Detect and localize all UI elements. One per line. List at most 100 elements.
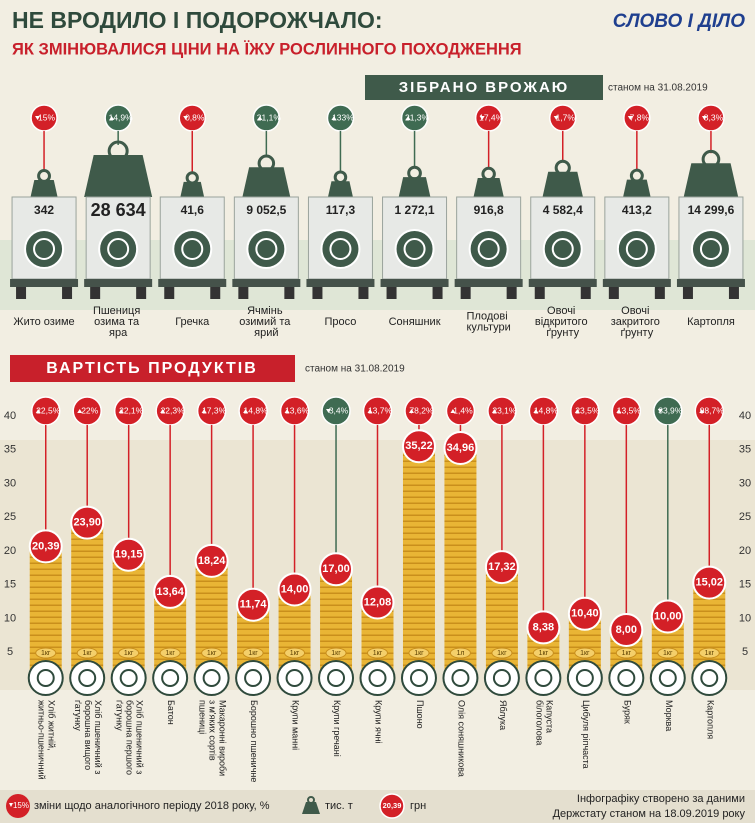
wheel [16, 287, 27, 299]
wheel [728, 287, 739, 299]
category-label: Крупи ячні [373, 700, 383, 744]
weight [623, 179, 651, 197]
product-icon [483, 660, 520, 696]
wheel [386, 287, 397, 299]
category-label: Ячмінь озимий та ярий [239, 305, 293, 339]
y-tick-label: 40 [4, 410, 16, 422]
truck-bumper [528, 279, 597, 287]
change-arrow [701, 116, 707, 120]
unit-coin [76, 647, 98, 659]
weight [242, 167, 291, 197]
unit-coin [284, 647, 306, 659]
category-label: Хліб пшеничний з борошна вищого ґатунку [73, 700, 103, 777]
section-note: станом на 31.08.2019 [608, 83, 708, 94]
y-tick-label: 15 [739, 579, 751, 591]
change-arrow [491, 409, 497, 413]
price-label: 14,00 [281, 583, 309, 595]
harvest-value: 14 299,6 [688, 203, 735, 217]
unit-label: 1кг [539, 650, 549, 657]
unit-label: 1кг [82, 650, 92, 657]
price-badge [650, 599, 685, 634]
product-icon [649, 660, 686, 696]
change-arrow [367, 409, 373, 413]
crop-icon-inner [255, 238, 278, 260]
y-tick-label: 20 [739, 545, 751, 557]
product-icon [400, 660, 437, 696]
category-label: Макаронні вироби з м'яких сортів пшениці [197, 700, 227, 779]
change-label: 33,9% [658, 405, 683, 415]
wheel [580, 287, 591, 299]
product-icon [110, 660, 147, 696]
footer-band [0, 790, 755, 823]
change-label: 22,1% [119, 405, 144, 415]
change-arrow [533, 409, 539, 413]
unit-label: 1кг [207, 650, 217, 657]
change-arrow [35, 116, 41, 120]
category-label: Просо [325, 316, 357, 328]
category-label: Гречка [175, 316, 210, 328]
crop-icon [616, 229, 657, 269]
harvest-value: 1 272,1 [395, 203, 435, 217]
category-label: Жито озиме [13, 316, 74, 328]
unit-coin [615, 647, 637, 659]
category-label: Буряк [622, 700, 632, 724]
change-label: 7,8% [630, 112, 650, 122]
product-icon-inner [575, 669, 594, 687]
unit-coin [35, 647, 57, 659]
harvest-value: 916,8 [474, 203, 504, 217]
harvest-value: 9 052,5 [246, 203, 286, 217]
change-arrow [627, 116, 633, 120]
category-label: Цибуля ріпчаста [580, 700, 590, 769]
unit-coin [574, 647, 596, 659]
product-icon-inner [534, 669, 553, 687]
change-label: 22,5% [36, 405, 61, 415]
price-badge [692, 565, 727, 600]
truck-bumper [454, 279, 523, 287]
legend-label: зміни щодо аналогічного періоду 2018 рок… [34, 800, 270, 812]
crop-icon [690, 229, 731, 269]
category-label: Крупи гречані [332, 700, 342, 757]
product-icon-inner [409, 669, 428, 687]
price-label: 10,00 [654, 610, 682, 622]
harvest-value: 117,3 [326, 203, 356, 217]
product-icon [442, 660, 479, 696]
section-note: станом на 31.08.2019 [305, 364, 405, 375]
y-tick-label: 35 [4, 444, 16, 456]
price-label: 18,24 [198, 555, 226, 567]
section-banner [365, 75, 603, 100]
wheel [432, 287, 443, 299]
product-icon [359, 660, 396, 696]
y-tick-label: 5 [7, 646, 13, 658]
wheel [238, 287, 249, 299]
unit-coin [159, 647, 181, 659]
category-label: Борошно пшеничне [249, 700, 259, 782]
product-icon-inner [492, 669, 511, 687]
unit-label: 1кг [124, 650, 134, 657]
category-label: Олія соняшникова [456, 700, 466, 777]
unit-label: 1кг [705, 650, 715, 657]
harvest-value: 342 [34, 203, 54, 217]
y-tick-label: 35 [739, 444, 751, 456]
weight [683, 163, 739, 197]
price-label: 15,02 [695, 577, 723, 589]
unit-coin [242, 647, 264, 659]
price-badge [28, 529, 63, 564]
category-label: Овочі відкритого ґрунту [535, 305, 591, 339]
legend-icon [307, 796, 315, 804]
change-arrow [160, 409, 166, 413]
change-arrow [118, 409, 124, 413]
weight [180, 181, 205, 197]
wheel [460, 287, 471, 299]
product-icon [525, 660, 562, 696]
product-icon [318, 660, 355, 696]
change-arrow [201, 409, 207, 413]
crop-icon [246, 229, 287, 269]
change-label: 3,4% [329, 405, 349, 415]
change-label: 21,3% [405, 112, 430, 122]
price-badge [360, 585, 395, 620]
change-label: 0,8% [185, 112, 205, 122]
change-label: 22% [81, 405, 98, 415]
price-label: 10,40 [571, 608, 599, 620]
y-tick-label: 30 [4, 477, 16, 489]
unit-label: 1кг [290, 650, 300, 657]
